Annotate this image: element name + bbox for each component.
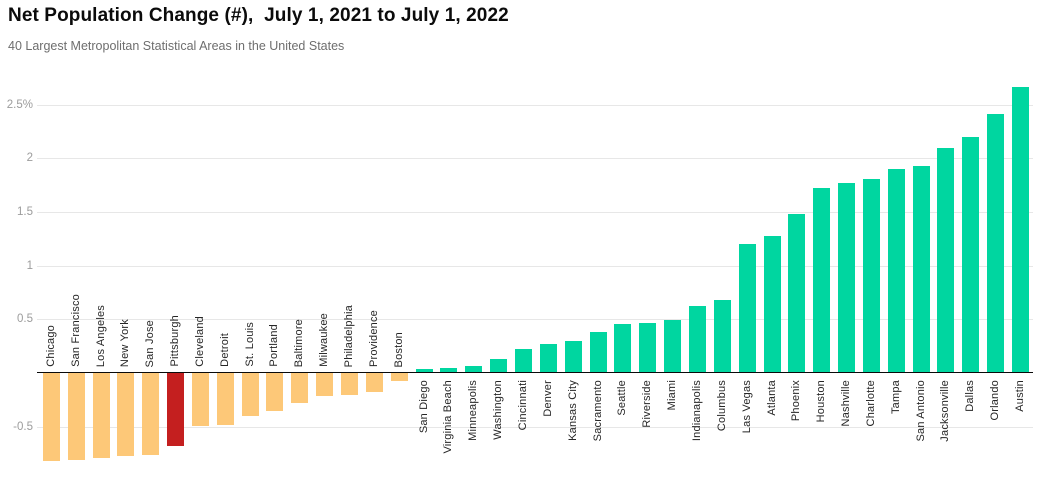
bar-sacramento [589, 332, 607, 373]
bar-portland [266, 373, 284, 411]
bar-san-francisco [67, 373, 85, 460]
bar-indianapolis [688, 306, 706, 373]
bar-houston [813, 188, 831, 373]
y-tick-label--0.5: -0.5 [13, 420, 33, 433]
gridline-1 [37, 265, 1033, 267]
x-label-new-york: New York [119, 318, 132, 367]
chart-subtitle: 40 Largest Metropolitan Statistical Area… [8, 39, 345, 53]
x-label-philadelphia: Philadelphia [343, 304, 355, 367]
x-label-milwaukee: Milwaukee [318, 313, 331, 367]
x-label-tampa: Tampa [889, 380, 902, 415]
bar-providence [365, 373, 383, 393]
x-label-portland: Portland [268, 324, 281, 367]
bar-los-angeles [92, 373, 110, 458]
x-label-orlando: Orlando [989, 380, 1002, 421]
x-label-san-jose: San Jose [144, 319, 157, 367]
x-label-dallas: Dallas [964, 380, 977, 412]
x-label-chicago: Chicago [44, 325, 57, 367]
bar-st-louis [241, 373, 259, 416]
x-label-boston: Boston [392, 331, 405, 367]
y-tick-label-1: 1 [26, 259, 33, 272]
x-label-baltimore: Baltimore [293, 318, 306, 367]
x-label-phoenix: Phoenix [790, 380, 803, 422]
gridline-2 [37, 158, 1033, 160]
gridline-2.5 [37, 104, 1033, 106]
x-label-cincinnati: Cincinnati [517, 380, 529, 431]
y-tick-label-0.5: 0.5 [17, 313, 33, 326]
x-label-indianapolis: Indianapolis [690, 380, 703, 442]
gridline-0.5 [37, 319, 1033, 321]
x-label-washington: Washington [492, 380, 505, 440]
x-label-miami: Miami [666, 380, 678, 411]
x-label-san-francisco: San Francisco [69, 294, 82, 367]
x-label-kansas-city: Kansas City [566, 380, 579, 441]
x-label-virginia-beach: Virginia Beach [442, 380, 455, 454]
x-label-sacramento: Sacramento [591, 380, 604, 442]
bar-cleveland [191, 373, 209, 426]
bar-milwaukee [316, 373, 334, 396]
bar-seattle [614, 323, 632, 373]
bar-miami [664, 320, 681, 373]
gridline--0.5 [37, 426, 1033, 428]
bar-baltimore [291, 373, 309, 404]
x-label-jacksonville: Jacksonville [939, 380, 952, 442]
bar-charlotte [862, 178, 880, 373]
bar-nashville [838, 182, 855, 373]
x-label-nashville: Nashville [840, 380, 852, 427]
x-label-detroit: Detroit [218, 333, 231, 367]
x-label-las-vegas: Las Vegas [740, 380, 753, 434]
bar-tampa [887, 168, 905, 373]
x-label-riverside: Riverside [641, 380, 654, 428]
x-label-pittsburgh: Pittsburgh [169, 315, 182, 367]
x-label-cleveland: Cleveland [193, 316, 206, 367]
bar-san-diego [415, 368, 433, 373]
bar-dallas [962, 136, 980, 373]
x-label-austin: Austin [1014, 380, 1026, 412]
x-label-charlotte: Charlotte [864, 380, 877, 427]
chart-title: Net Population Change (#), July 1, 2021 … [8, 5, 509, 26]
bar-phoenix [788, 214, 806, 373]
bar-boston [390, 373, 408, 381]
x-label-atlanta: Atlanta [765, 380, 778, 416]
zero-axis-line [37, 371, 1033, 374]
y-tick-label-2.5: 2.5% [6, 98, 33, 111]
bar-denver [539, 344, 557, 373]
x-label-minneapolis: Minneapolis [467, 380, 480, 441]
y-tick-label-2: 2 [26, 152, 33, 165]
bar-austin [1012, 87, 1029, 373]
bar-orlando [987, 114, 1005, 373]
bar-washington [490, 359, 508, 373]
x-label-seattle: Seattle [616, 380, 629, 416]
bar-san-jose [142, 373, 160, 455]
bar-new-york [117, 373, 135, 456]
bar-kansas-city [564, 340, 582, 373]
x-label-los-angeles: Los Angeles [94, 304, 107, 367]
bar-chicago [42, 373, 60, 462]
bar-las-vegas [738, 244, 756, 373]
gridline-1.5 [37, 211, 1033, 213]
bar-atlanta [763, 235, 781, 373]
bar-riverside [639, 322, 657, 373]
bar-philadelphia [341, 373, 358, 395]
x-label-providence: Providence [367, 309, 380, 367]
y-tick-label-1.5: 1.5 [17, 205, 33, 218]
x-label-denver: Denver [541, 380, 554, 417]
bar-jacksonville [937, 147, 955, 373]
bar-virginia-beach [440, 367, 458, 373]
bar-san-antonio [912, 165, 930, 373]
bar-pittsburgh [167, 373, 185, 446]
bar-columbus [713, 300, 731, 373]
bar-minneapolis [465, 365, 483, 373]
bar-detroit [216, 373, 234, 425]
x-label-columbus: Columbus [715, 380, 728, 432]
x-label-st-louis: St. Louis [243, 322, 256, 367]
x-label-san-diego: San Diego [417, 380, 430, 434]
bar-cincinnati [515, 349, 532, 373]
x-label-san-antonio: San Antonio [914, 380, 927, 442]
x-label-houston: Houston [815, 380, 828, 423]
